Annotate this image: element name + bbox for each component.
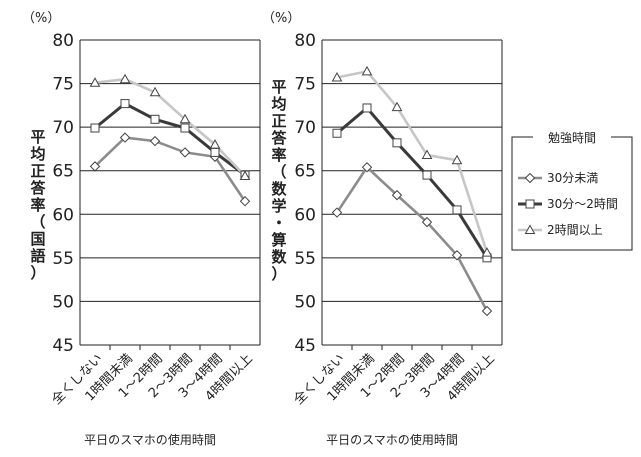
data-point xyxy=(150,114,160,124)
y-tick-label: 70 xyxy=(52,118,74,138)
data-point xyxy=(362,103,372,113)
data-point xyxy=(361,162,373,173)
data-point xyxy=(361,65,373,76)
y-tick-label: 50 xyxy=(52,292,74,312)
legend-marker xyxy=(525,199,535,209)
legend-marker xyxy=(524,172,536,184)
chart-panel-math: （%） 平均正答率（数学・算数） 平日のスマホの使用時間 80 75 70 65 60 5… xyxy=(262,11,503,447)
data-point xyxy=(451,250,463,261)
y-tick-label: 55 xyxy=(294,249,316,269)
y-tick-label: 60 xyxy=(294,205,316,225)
y-tick-label: 75 xyxy=(52,75,74,95)
data-point xyxy=(332,128,342,138)
y-axis-label: 平均正答率（数学・算数） xyxy=(271,78,287,283)
series-line xyxy=(94,77,246,177)
data-point xyxy=(391,101,403,112)
series-line xyxy=(336,69,489,254)
legend-title: 勉強時間 xyxy=(548,131,596,145)
y-tick-label: 80 xyxy=(294,31,316,51)
chart-panel-japanese: （%） 平均正答率（国語） 平日のスマホの使用時間 80 75 70 65 60 55 50… xyxy=(22,11,261,447)
x-axis-label: 平日のスマホの使用時間 xyxy=(84,432,216,447)
data-point xyxy=(451,154,463,165)
legend-label: 2時間以上 xyxy=(547,223,603,237)
series-line xyxy=(94,136,247,202)
legend-title-bg xyxy=(533,130,611,144)
data-point xyxy=(481,247,493,257)
data-point xyxy=(392,138,402,148)
series-line xyxy=(94,101,246,177)
y-tick-label: 50 xyxy=(294,292,316,312)
data-point xyxy=(210,147,220,157)
data-point xyxy=(90,123,100,133)
series-line xyxy=(336,105,489,259)
y-tick-label: 80 xyxy=(52,31,74,51)
data-point xyxy=(179,113,191,124)
data-point xyxy=(391,189,403,201)
series-line xyxy=(335,165,489,312)
data-point xyxy=(180,123,190,133)
legend-marker xyxy=(524,224,536,234)
data-point xyxy=(422,170,432,180)
unit-label: （%） xyxy=(262,11,300,26)
data-point xyxy=(209,139,221,149)
legend-label: 30分未満 xyxy=(547,171,598,185)
data-point xyxy=(149,135,161,147)
data-point xyxy=(120,99,130,109)
data-point xyxy=(331,207,343,218)
data-point xyxy=(331,71,343,82)
y-tick-label: 60 xyxy=(52,205,74,225)
data-point xyxy=(119,132,131,143)
y-tick-label: 55 xyxy=(52,249,74,269)
data-point xyxy=(89,77,101,87)
data-point xyxy=(89,161,101,172)
unit-label: （%） xyxy=(22,11,60,26)
y-tick-label: 45 xyxy=(294,336,316,356)
x-axis-label: 平日のスマホの使用時間 xyxy=(326,432,458,447)
data-point xyxy=(421,216,433,228)
data-point xyxy=(452,205,462,215)
data-point xyxy=(239,196,251,207)
data-point xyxy=(119,73,131,84)
data-point xyxy=(179,147,191,158)
y-tick-label: 75 xyxy=(294,75,316,95)
legend: 勉強時間 30分未満 30分～2時間 2時間以上 xyxy=(511,130,633,251)
y-tick-label: 65 xyxy=(52,162,74,182)
data-point xyxy=(481,305,493,317)
y-tick-label: 65 xyxy=(294,162,316,182)
legend-label: 30分～2時間 xyxy=(547,197,618,211)
y-tick-label: 70 xyxy=(294,118,316,138)
data-point xyxy=(149,86,161,97)
y-tick-label: 45 xyxy=(52,336,74,356)
data-point xyxy=(421,149,433,160)
y-axis-label: 平均正答率（国語） xyxy=(30,128,46,282)
data-point xyxy=(239,170,251,180)
